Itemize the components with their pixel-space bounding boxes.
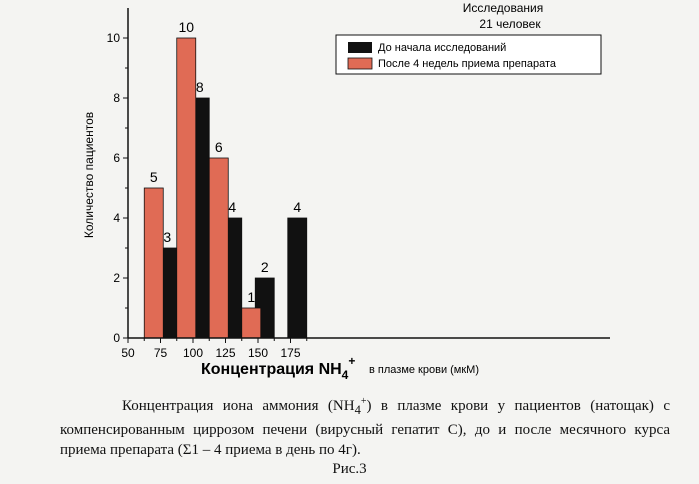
bar-after bbox=[144, 188, 163, 338]
annotation-line-2: 21 человек bbox=[479, 17, 541, 31]
annotation-line-1: Исследования bbox=[463, 1, 543, 15]
x-axis-label-tail: в плазме крови (мкМ) bbox=[369, 364, 479, 376]
bar-value-label: 8 bbox=[196, 79, 204, 95]
y-tick-label: 2 bbox=[113, 271, 120, 285]
y-axis-label: Количество пациентов bbox=[82, 112, 96, 238]
x-tick-label: 150 bbox=[248, 346, 268, 360]
bar-after bbox=[177, 38, 196, 338]
y-tick-label: 0 bbox=[113, 331, 120, 345]
bar-chart: 3 8 4 2 4 5 10 6 1 0 2 4 6 8 10 50 75 100 125 150 175 Иссле… bbox=[0, 0, 699, 392]
figure-caption: Концентрация иона аммония (NH4+) в плазм… bbox=[60, 392, 670, 460]
x-tick-label: 75 bbox=[154, 346, 168, 360]
bar-value-label: 6 bbox=[215, 139, 223, 155]
y-tick-label: 4 bbox=[113, 211, 120, 225]
bar-after bbox=[242, 308, 261, 338]
bar-value-label: 4 bbox=[293, 199, 301, 215]
legend-label-after: После 4 недель приема препарата bbox=[378, 58, 557, 70]
legend-swatch-after bbox=[348, 58, 372, 69]
x-tick-label: 125 bbox=[215, 346, 235, 360]
bar-value-label: 4 bbox=[228, 199, 236, 215]
bar-after bbox=[209, 158, 228, 338]
legend-label-before: До начала исследований bbox=[378, 42, 506, 54]
bar-value-label: 3 bbox=[163, 229, 171, 245]
legend: До начала исследований После 4 недель пр… bbox=[336, 35, 601, 74]
x-tick-label: 175 bbox=[280, 346, 300, 360]
y-tick-label: 8 bbox=[113, 91, 120, 105]
bar-before bbox=[288, 218, 307, 338]
x-tick-label: 100 bbox=[183, 346, 203, 360]
x-tick-label: 50 bbox=[121, 346, 135, 360]
bar-value-label: 2 bbox=[261, 259, 269, 275]
bar-value-label: 5 bbox=[150, 169, 158, 185]
figure-label: Рис.3 bbox=[0, 461, 699, 478]
y-tick-label: 6 bbox=[113, 151, 120, 165]
bar-value-label: 1 bbox=[247, 289, 255, 305]
y-tick-label: 10 bbox=[107, 31, 121, 45]
bar-value-label: 10 bbox=[178, 19, 194, 35]
legend-swatch-before bbox=[348, 42, 372, 53]
